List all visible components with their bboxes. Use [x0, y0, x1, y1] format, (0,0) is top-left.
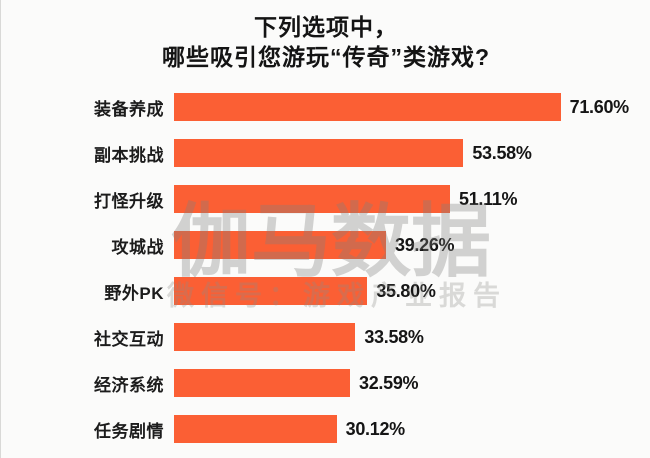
value-label: 30.12%: [345, 418, 406, 439]
value-label: 35.80%: [376, 280, 436, 301]
chart-title-line1: 下列选项中，: [254, 14, 398, 40]
category-label: 野外PK: [104, 283, 164, 303]
bar: [174, 139, 464, 167]
category-label: 社交互动: [94, 329, 164, 349]
category-label: 打怪升级: [94, 191, 164, 211]
value-label: 53.58%: [472, 142, 532, 163]
bar: [174, 277, 368, 305]
bar-rows: 装备养成 71.60% 副本挑战 53.58% 打怪升级 51.11% 攻城战 39.26% 野…: [1, 84, 650, 452]
chart-row: 打怪升级 51.11%: [1, 176, 650, 222]
bar: [174, 93, 561, 121]
chart-row: 装备养成 71.60%: [1, 84, 650, 130]
value-label: 33.58%: [364, 326, 424, 347]
chart-row: 任务剧情 30.12%: [1, 406, 650, 452]
chart-row: 社交互动 33.58%: [1, 314, 650, 360]
value-label: 39.26%: [395, 234, 455, 255]
chart-title: 下列选项中， 哪些吸引您游玩“传奇”类游戏?: [1, 12, 650, 72]
bar: [174, 185, 450, 213]
category-label: 任务剧情: [94, 421, 164, 441]
category-label: 副本挑战: [94, 145, 164, 165]
chart-row: 经济系统 32.59%: [1, 360, 650, 406]
bar: [174, 323, 356, 351]
value-label: 32.59%: [358, 372, 419, 393]
chart-title-line2: 哪些吸引您游玩“传奇”类游戏?: [161, 44, 491, 70]
chart-row: 副本挑战 53.58%: [1, 130, 650, 176]
category-label: 装备养成: [94, 99, 164, 119]
bar: [174, 415, 337, 443]
value-label: 71.60%: [569, 96, 630, 117]
category-label: 攻城战: [111, 237, 164, 257]
category-label: 经济系统: [94, 375, 164, 395]
bar: [174, 231, 386, 259]
bar: [174, 369, 350, 397]
chart-row: 野外PK 35.80%: [1, 268, 650, 314]
value-label: 51.11%: [458, 188, 518, 209]
chart-row: 攻城战 39.26%: [1, 222, 650, 268]
